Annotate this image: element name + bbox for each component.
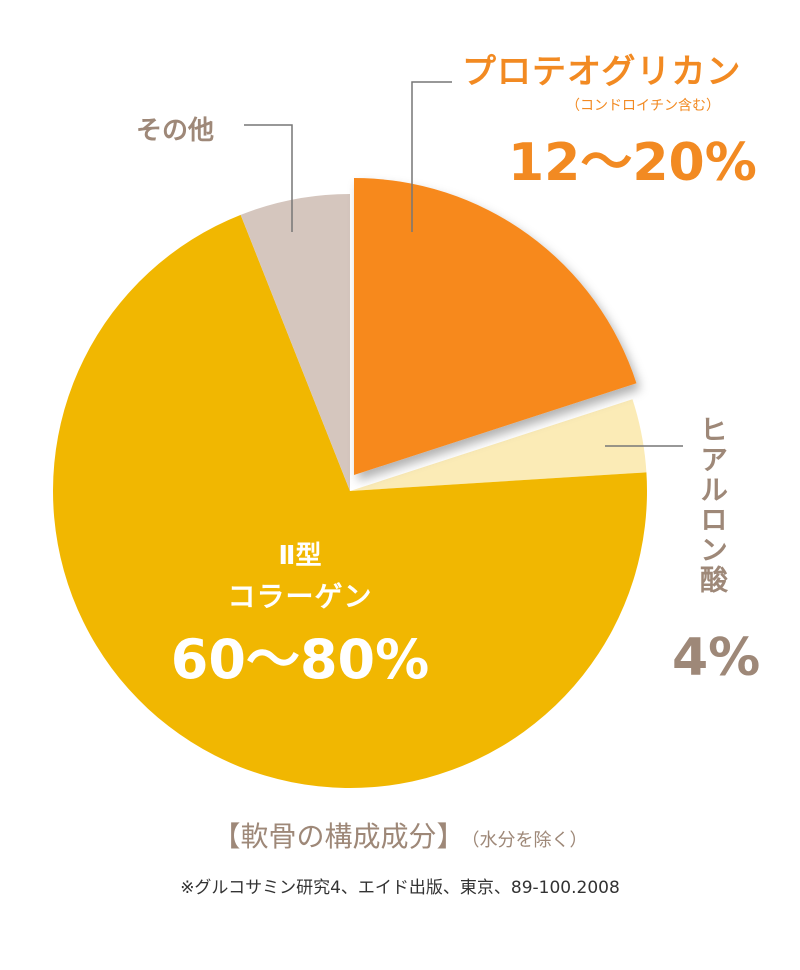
caption-main: 【軟骨の構成成分】	[212, 820, 465, 853]
slice-label-collagen-type: Ⅱ型	[278, 541, 322, 571]
slice-label-other: その他	[136, 116, 215, 146]
chart-caption: 【軟骨の構成成分】 （水分を除く）	[0, 815, 800, 855]
slice-other	[240, 194, 350, 491]
source-note: ※グルコサミン研究4、エイド出版、東京、89-100.2008	[180, 878, 620, 898]
caption-sub: （水分を除く）	[470, 830, 588, 851]
slice-value-hyaluronic-acid: 4%	[672, 628, 761, 688]
slice-value-proteoglycan: 12〜20%	[508, 133, 757, 193]
slice-label-proteoglycan: プロテオグリカン	[462, 52, 742, 92]
slice-note-proteoglycan: （コンドロイチン含む）	[566, 98, 720, 114]
slice-hyaluronic-acid	[350, 399, 647, 491]
leader-line-proteoglycan	[411, 81, 452, 232]
slice-value-collagen: 60〜80%	[170, 628, 430, 691]
slice-collagen	[53, 214, 647, 788]
slice-label-hyaluronic-acid: ヒアルロン酸	[696, 415, 729, 595]
slice-proteoglycan	[354, 178, 637, 475]
slice-label-collagen: コラーゲン	[227, 580, 373, 613]
leader-line-other	[244, 124, 293, 232]
